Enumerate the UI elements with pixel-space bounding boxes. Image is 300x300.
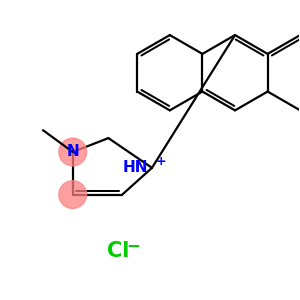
- Circle shape: [59, 138, 87, 166]
- Circle shape: [59, 181, 87, 208]
- Text: −: −: [126, 236, 140, 254]
- Text: N: N: [66, 145, 79, 160]
- Text: HN: HN: [122, 160, 148, 175]
- Text: Cl: Cl: [107, 241, 130, 261]
- Text: +: +: [156, 155, 166, 168]
